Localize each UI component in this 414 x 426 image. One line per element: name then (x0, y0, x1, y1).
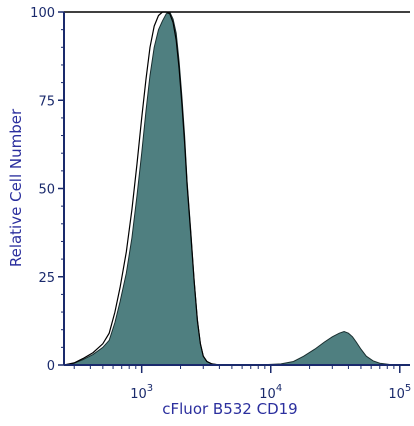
x-axis-label: cFluor B532 CD19 (162, 400, 297, 418)
y-tick-label: 0 (47, 359, 55, 374)
y-tick-label: 50 (38, 183, 55, 198)
y-tick-label: 75 (38, 94, 55, 109)
y-axis-label: Relative Cell Number (7, 108, 25, 267)
y-tick-label: 25 (38, 271, 55, 286)
y-tick-label: 100 (30, 6, 55, 21)
plot-area (63, 11, 411, 366)
control-histogram-outline (63, 11, 410, 366)
x-tick-label: 104 (259, 383, 282, 402)
x-tick-label: 105 (388, 383, 411, 402)
stained-histogram-fill (63, 11, 411, 366)
x-tick-label: 103 (130, 383, 153, 402)
axes: 0 25 50 75 100 103 104 105 (30, 6, 411, 402)
